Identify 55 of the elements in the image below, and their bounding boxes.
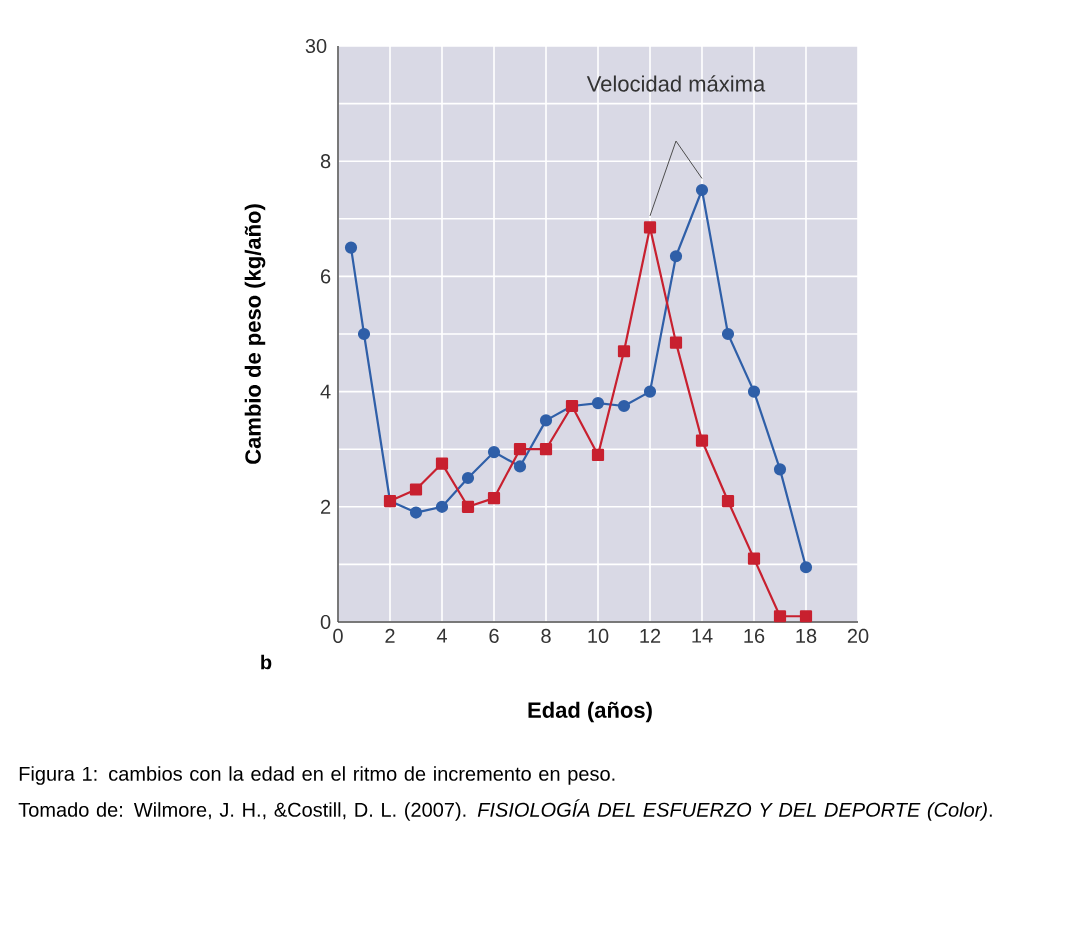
x-tick-label: 4 [436,628,447,643]
x-tick-label: 8 [541,628,551,644]
point [487,445,501,459]
text: Figura 1: cambios con la edad en el ritmo de incremento en peso. [19,766,615,785]
point [747,385,761,398]
point [617,399,631,413]
annotation: Velocidad máxima [586,75,766,92]
x-tick-label: 12 [640,628,661,643]
point [461,500,475,513]
point [409,483,423,496]
point [539,414,553,427]
point [669,336,683,349]
point [773,463,787,476]
point [669,250,683,263]
point [799,610,813,623]
y-axis-title: Cambio de peso (kg/año) [244,204,266,464]
x-tick-label: 20 [847,628,869,644]
x-tick-label: 16 [744,628,765,644]
text: b [261,654,272,670]
point [487,492,501,505]
point [721,327,735,341]
x-tick-label: 14 [692,628,713,643]
point [435,457,449,470]
point [773,610,787,623]
point [747,552,761,565]
point [409,506,423,519]
x-tick-label: 10 [588,628,609,644]
point [357,327,371,341]
x-tick-label: 2 [385,628,395,643]
x-tick-label: 6 [489,628,499,644]
point [539,443,553,456]
x-tick-label: 18 [796,628,817,644]
point [799,561,813,574]
y-tick-label: 6 [321,269,331,284]
point [643,221,657,234]
point [435,500,449,513]
y-tick-label: 0 [320,614,331,630]
point [344,241,358,254]
point [617,345,631,358]
point [513,460,527,473]
y-tick-label: 4 [320,384,331,399]
text: 30 [305,38,327,54]
point [721,494,735,508]
y-tick-label: 2 [321,499,331,514]
point [695,183,709,197]
x-axis-title: Edad (años) [528,701,652,723]
point [461,471,475,485]
point [513,443,527,456]
point [695,434,709,447]
x-tick-label: 0 [333,628,343,644]
point [591,448,605,462]
text: Tomado de: Wilmore, J. H., &Costill, D. L. (2007). FISIOLOGÍA DEL ESFUERZO Y DEL DEPORTE (Color). [18,799,992,821]
point [643,385,657,398]
y-tick-label: 8 [320,154,331,169]
point [591,397,605,410]
